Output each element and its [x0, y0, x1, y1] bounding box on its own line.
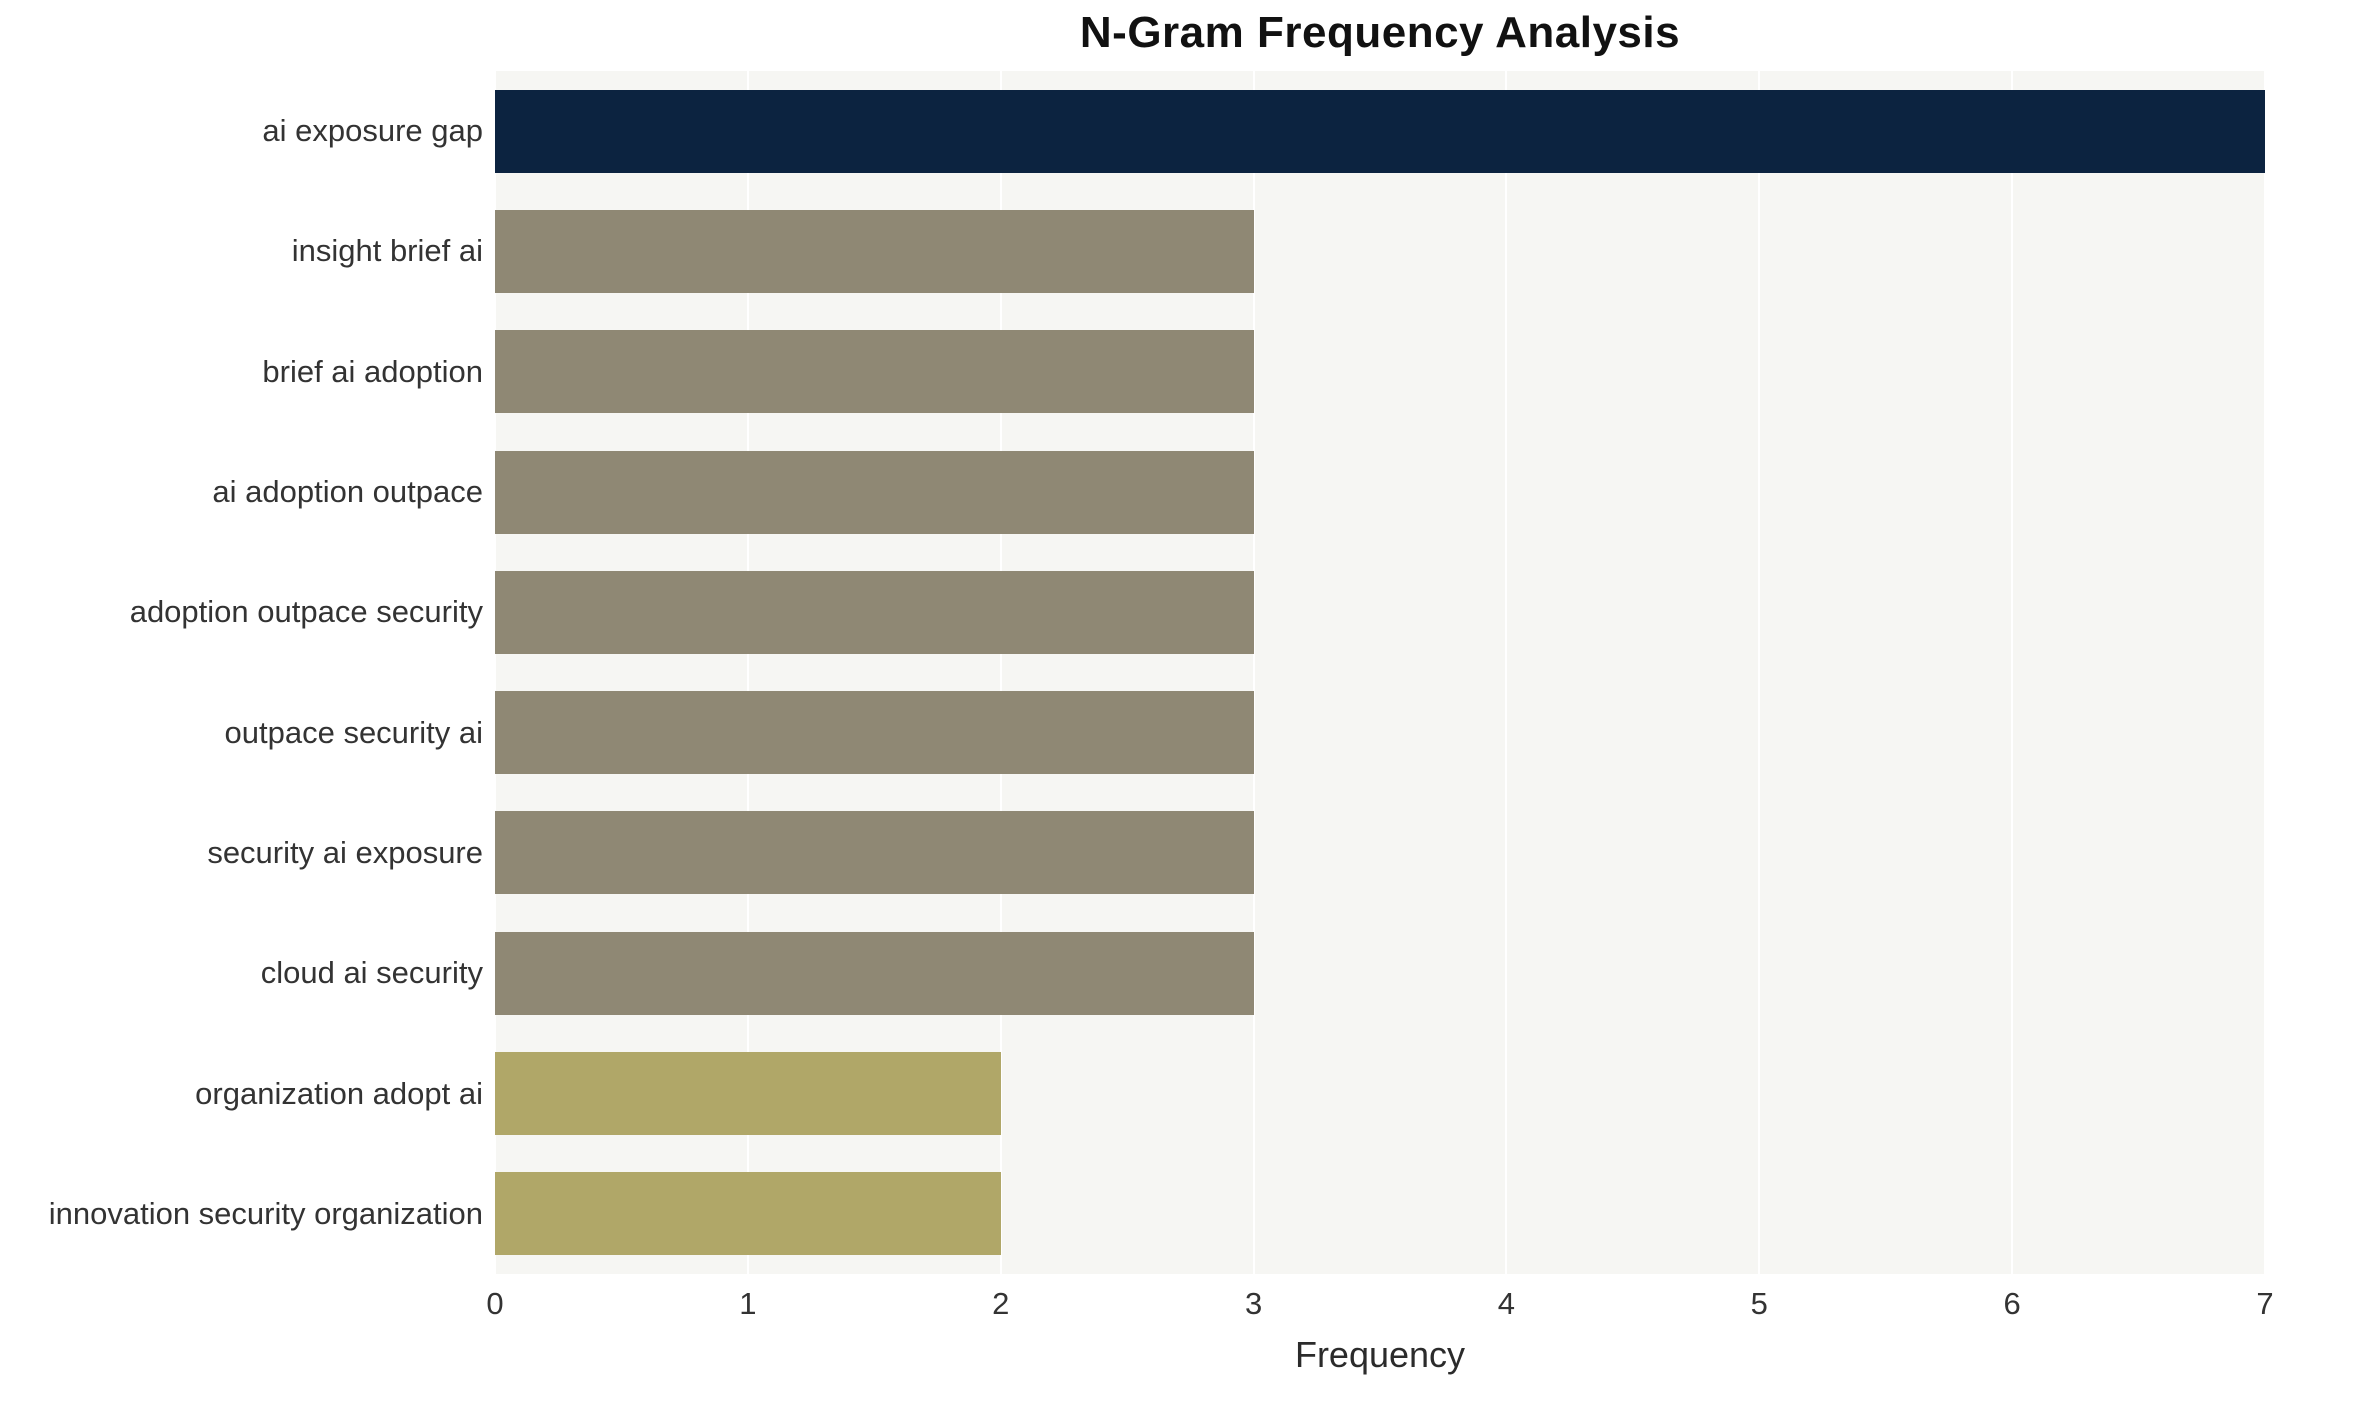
y-label: ai adoption outpace	[212, 474, 483, 510]
x-tick: 6	[2003, 1286, 2021, 1321]
bar-insight-brief-ai	[495, 209, 1254, 293]
x-tick: 5	[1750, 1286, 1768, 1321]
x-tick: 2	[992, 1286, 1010, 1321]
y-label: ai exposure gap	[262, 113, 483, 149]
gridline	[1758, 71, 1761, 1274]
y-label: brief ai adoption	[262, 353, 483, 389]
chart-title: N-Gram Frequency Analysis	[1079, 8, 1681, 57]
plot-area	[494, 71, 2266, 1274]
x-tick: 7	[2256, 1286, 2274, 1321]
gridline	[2011, 71, 2014, 1274]
bar-ai-exposure-gap	[495, 89, 2265, 173]
y-label: security ai exposure	[207, 834, 483, 870]
gridline	[746, 71, 749, 1274]
gridline	[2264, 71, 2266, 1274]
y-label: outpace security ai	[224, 714, 483, 750]
bar-row	[495, 1154, 2265, 1274]
gridline	[1252, 71, 1255, 1274]
x-tick: 3	[1244, 1286, 1263, 1321]
bar-innovation-security-organization	[495, 1172, 1001, 1256]
y-axis-labels: ai exposure gap insight brief ai brief ai …	[0, 71, 483, 1274]
bar-row	[495, 552, 2265, 672]
y-label: organization adopt ai	[195, 1075, 483, 1111]
x-tick: 0	[486, 1286, 504, 1321]
bar-security-ai-exposure	[495, 811, 1254, 895]
bar-row	[495, 432, 2265, 552]
y-label: innovation security organization	[48, 1195, 483, 1231]
y-label: insight brief ai	[291, 233, 483, 269]
x-tick: 1	[739, 1286, 757, 1321]
bar-organization-adopt-ai	[495, 1052, 1001, 1136]
bar-row	[495, 913, 2265, 1033]
y-label: cloud ai security	[260, 955, 483, 991]
bar-outpace-security-ai	[495, 691, 1254, 775]
bar-row	[495, 312, 2265, 432]
bar-row	[495, 1033, 2265, 1153]
y-label: adoption outpace security	[129, 594, 483, 630]
bar-brief-ai-adoption	[495, 330, 1254, 414]
x-axis-title: Frequency	[1294, 1334, 1466, 1375]
x-tick: 4	[1497, 1286, 1516, 1321]
gridline	[494, 71, 496, 1274]
bar-row	[495, 793, 2265, 913]
bar-cloud-ai-security	[495, 931, 1254, 1015]
gridline	[999, 71, 1002, 1274]
bar-adoption-outpace-security	[495, 570, 1254, 654]
bar-rows	[495, 71, 2265, 1274]
bar-row	[495, 672, 2265, 792]
bar-row	[495, 191, 2265, 311]
bar-ai-adoption-outpace	[495, 450, 1254, 534]
x-axis: 0 1 2 3 4 5 6 7	[486, 1286, 2273, 1326]
bar-row	[495, 71, 2265, 191]
gridline	[1505, 71, 1508, 1274]
